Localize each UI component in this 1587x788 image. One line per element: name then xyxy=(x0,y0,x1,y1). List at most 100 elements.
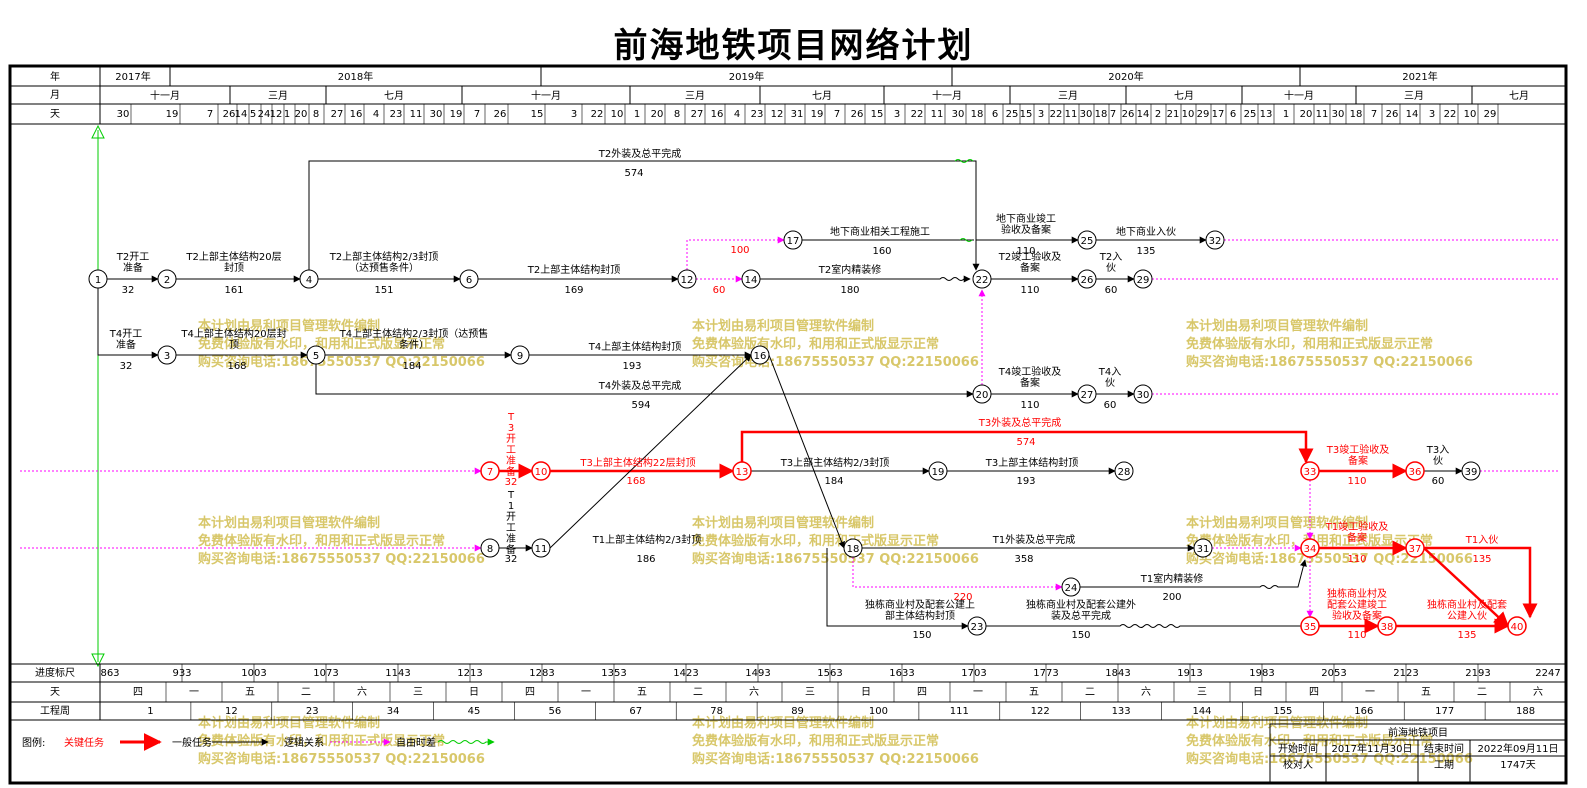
activity-arrow-T4-facade xyxy=(315,364,974,398)
activity-name: T2外装及总平完成 xyxy=(598,147,681,160)
day-label: 18 xyxy=(1350,109,1363,120)
activity-name: T2上部主体结构2/3封顶 xyxy=(329,250,439,263)
month-label: 七月 xyxy=(1509,90,1529,102)
day-label: 18 xyxy=(971,109,984,120)
week-label: 166 xyxy=(1354,706,1373,717)
activity-name: 备案 xyxy=(1347,531,1367,544)
watermark-text: 本计划由易利项目管理软件编制 xyxy=(692,318,874,334)
event-node-number: 27 xyxy=(1081,390,1094,401)
activity-duration: 168 xyxy=(227,361,246,372)
day-label: 30 xyxy=(952,109,965,120)
day-label: 11 xyxy=(1316,109,1329,120)
day-label: 26 xyxy=(494,109,507,120)
day-label: 30 xyxy=(117,109,130,120)
day-label: 19 xyxy=(166,109,179,120)
event-node-number: 40 xyxy=(1511,622,1524,633)
day-label: 11 xyxy=(931,109,944,120)
day-label: 8 xyxy=(674,109,680,120)
activity-duration: 110 xyxy=(1347,476,1366,487)
activity-name: T2入 xyxy=(1099,252,1122,263)
watermark-text: 本计划由易利项目管理软件编制 xyxy=(1186,715,1368,731)
event-node xyxy=(843,538,863,558)
scale-label: 2247 xyxy=(1535,668,1560,679)
year-label: 2018年 xyxy=(338,70,373,83)
header-row-label: 天 xyxy=(50,109,60,120)
day-label: 15 xyxy=(1020,109,1033,120)
project-name: 前海地铁项目 xyxy=(1388,726,1448,739)
day-label: 30 xyxy=(1080,109,1093,120)
activity-duration: 184 xyxy=(824,476,843,487)
activity-duration: 110 xyxy=(1347,630,1366,641)
activity-duration: 186 xyxy=(636,554,655,565)
activity-name: T3上部主体结构封顶 xyxy=(985,456,1078,469)
weekday-label: 六 xyxy=(1141,686,1151,698)
weekday-label: 五 xyxy=(245,687,255,698)
activity-name: T3上部主体结构2/3封顶 xyxy=(780,456,890,469)
info-label: 工期 xyxy=(1434,759,1454,771)
day-label: 6 xyxy=(1230,109,1236,120)
legend-float: 自由时差 xyxy=(396,736,436,749)
activity-name: T2上部主体结构20层 xyxy=(185,250,281,263)
day-label: 10 xyxy=(611,109,624,120)
activity-duration: 32 xyxy=(120,361,133,372)
activity-duration: 32 xyxy=(505,554,518,565)
activity-name-vertical: 工 xyxy=(506,445,516,456)
activity-duration: 169 xyxy=(564,285,583,296)
day-label: 26 xyxy=(1122,109,1135,120)
year-label: 2019年 xyxy=(729,70,764,83)
day-label: 7 xyxy=(1110,109,1116,120)
event-node-number: 29 xyxy=(1137,275,1150,286)
activity-name: T3上部主体结构22层封顶 xyxy=(579,456,695,469)
critical-arrow-T3-facade xyxy=(740,430,1314,464)
activity-name-vertical: T xyxy=(507,412,515,423)
event-node xyxy=(1193,538,1213,558)
event-node xyxy=(967,616,987,636)
weekday-label: 六 xyxy=(749,686,759,698)
activity-name: 验收及备案 xyxy=(1001,223,1051,236)
event-node-number: 13 xyxy=(736,467,749,478)
event-node xyxy=(1077,230,1097,250)
event-node-number: 6 xyxy=(466,275,472,286)
week-label: 67 xyxy=(629,706,642,717)
day-label: 3 xyxy=(894,109,900,120)
watermark-text: 免费体验版有水印，和用和正式版显示正常 xyxy=(1186,733,1433,749)
activity-arrow xyxy=(97,288,159,359)
day-label: 15 xyxy=(871,109,884,120)
activity-name: 备案 xyxy=(1348,454,1368,467)
activity-duration: 32 xyxy=(122,285,135,296)
weekday-label: 二 xyxy=(1477,687,1487,698)
activity-duration: 220 xyxy=(953,592,972,603)
week-label: 1 xyxy=(147,706,153,717)
footer-row-label: 工程周 xyxy=(40,705,70,717)
event-node xyxy=(1133,384,1153,404)
weekday-label: 四 xyxy=(525,687,535,698)
activity-duration: 135 xyxy=(1472,554,1491,565)
event-node xyxy=(306,345,326,365)
activity-duration: 160 xyxy=(872,246,891,257)
activity-duration: 150 xyxy=(1071,630,1090,641)
activity-name: 独栋商业村及配套公建外 xyxy=(1026,598,1136,611)
event-node xyxy=(677,269,697,289)
activity-name: T4上部主体结构封顶 xyxy=(588,340,681,353)
event-node xyxy=(299,269,319,289)
header-row-label: 年 xyxy=(50,70,60,83)
day-label: 21 xyxy=(1167,109,1180,120)
day-label: 18 xyxy=(1095,109,1108,120)
activity-duration: 60 xyxy=(713,285,726,296)
footer-row-label: 天 xyxy=(50,687,60,698)
header-row-label: 月 xyxy=(50,89,60,101)
activity-name-vertical: 备 xyxy=(506,465,516,478)
day-label: 24 xyxy=(258,109,271,120)
weekday-label: 五 xyxy=(1029,687,1039,698)
weekday-label: 三 xyxy=(805,687,815,698)
activity-name-vertical: 1 xyxy=(508,501,514,512)
activity-duration: 574 xyxy=(624,168,643,179)
event-node xyxy=(1507,616,1527,636)
activity-duration: 594 xyxy=(631,400,650,411)
legend-float-arrow xyxy=(437,738,495,746)
page-title: 前海地铁项目网络计划 xyxy=(613,26,974,66)
event-node-number: 30 xyxy=(1137,390,1150,401)
event-node-number: 12 xyxy=(681,275,694,286)
legend-critical: 关键任务 xyxy=(64,736,104,749)
activity-name: 地下商业竣工 xyxy=(996,212,1056,225)
